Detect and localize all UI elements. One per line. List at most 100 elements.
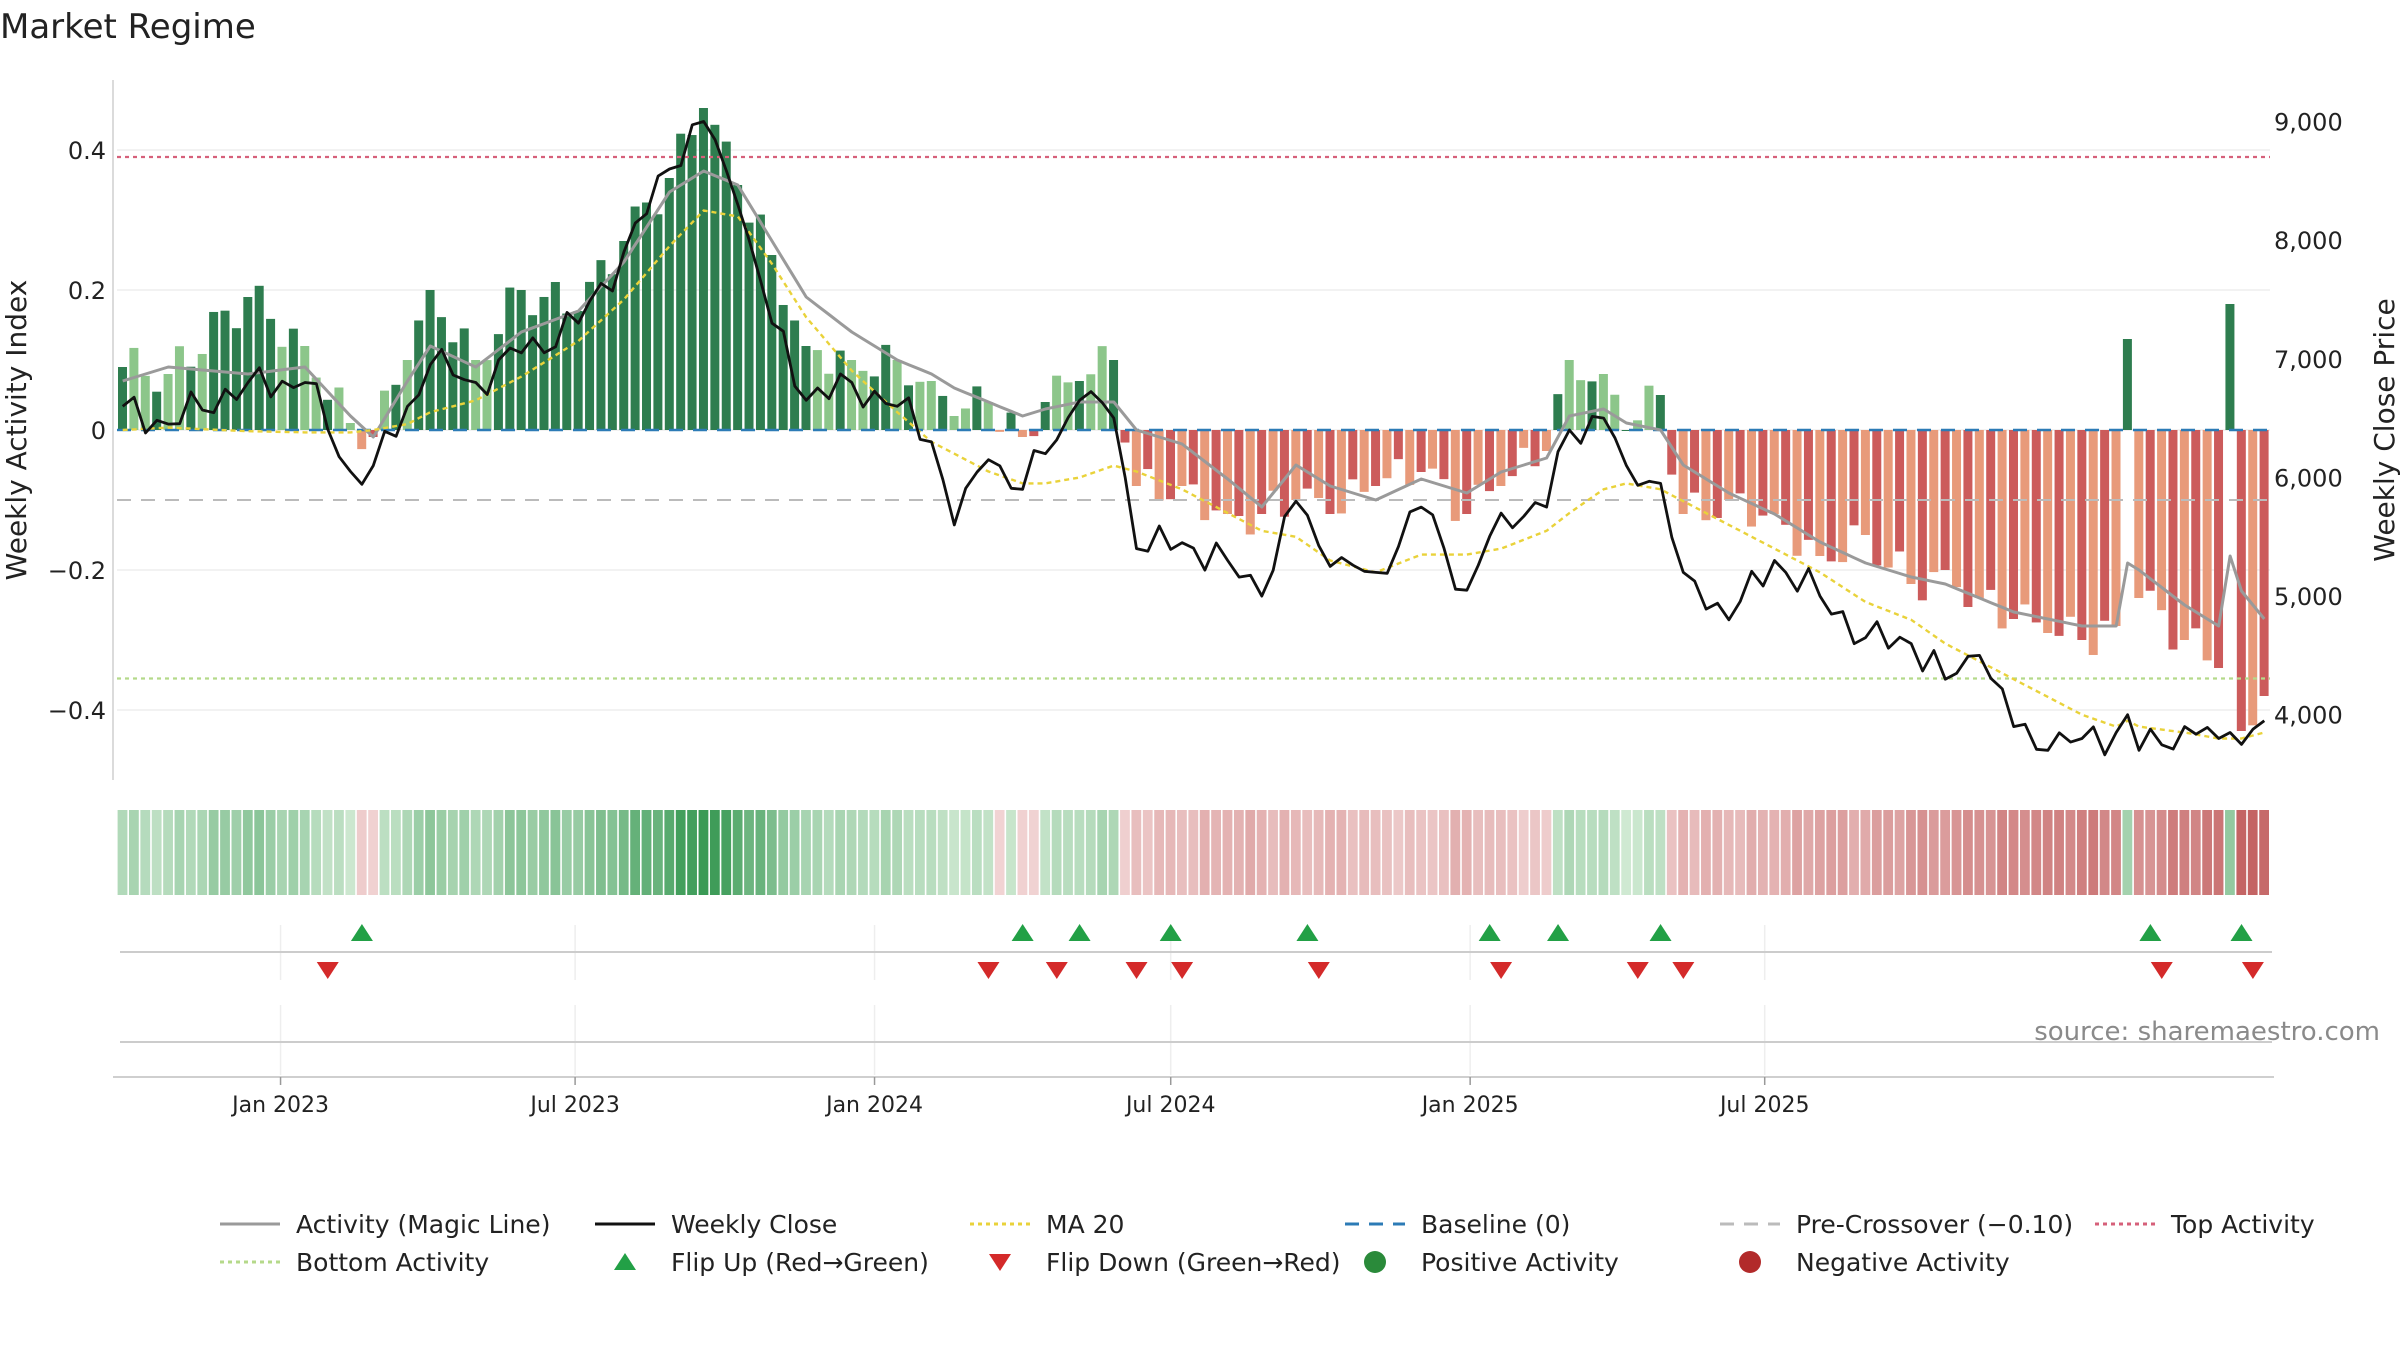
activity-bar-9	[220, 310, 230, 430]
regime-strip-cell-86	[1097, 810, 1108, 895]
regime-strip-cell-92	[1165, 810, 1176, 895]
activity-bar-98	[1234, 430, 1244, 517]
activity-bar-142	[1735, 430, 1745, 494]
activity-bar-64	[847, 360, 857, 430]
regime-strip-cell-135	[1655, 810, 1666, 895]
regime-strip-cell-85	[1085, 810, 1096, 895]
activity-bar-49	[676, 133, 686, 430]
flip-down-marker-6	[1490, 962, 1513, 979]
regime-strip-cell-79	[1017, 810, 1028, 895]
legend-label-ma: MA 20	[1046, 1210, 1124, 1239]
y2-tick-label-0: 9,000	[2274, 109, 2343, 137]
activity-bar-115	[1428, 430, 1438, 469]
regime-strip-cell-24	[390, 810, 401, 895]
activity-bar-167	[2020, 430, 2030, 605]
activity-bar-124	[1530, 430, 1540, 467]
activity-bar-186	[2236, 430, 2246, 731]
regime-strip-cell-188	[2259, 810, 2269, 895]
activity-bar-63	[835, 350, 845, 430]
regime-strip-cell-54	[732, 810, 743, 895]
activity-bar-171	[2065, 430, 2075, 617]
activity-bar-180	[2168, 430, 2178, 650]
activity-bar-116	[1439, 430, 1449, 480]
activity-bar-35	[516, 290, 526, 430]
regime-strip-cell-1	[128, 810, 139, 895]
activity-bar-83	[1063, 382, 1073, 430]
flip-down-marker-1	[977, 962, 1000, 979]
activity-bar-172	[2077, 430, 2087, 640]
regime-strip-cell-43	[607, 810, 618, 895]
regime-strip-cell-109	[1359, 810, 1370, 895]
activity-bar-39	[562, 313, 572, 430]
activity-bar-76	[983, 402, 993, 430]
regime-strip-cell-44	[618, 810, 629, 895]
source-note: source: sharemaestro.com	[2034, 1017, 2380, 1047]
regime-strip-cell-27	[425, 810, 435, 895]
regime-strip-cell-100	[1256, 810, 1267, 895]
regime-strip-cell-15	[288, 810, 299, 895]
regime-strip-cell-66	[869, 810, 880, 895]
activity-bar-184	[2214, 430, 2224, 668]
regime-strip-cell-126	[1552, 810, 1563, 895]
regime-strip-cell-186	[2236, 810, 2247, 895]
regime-strip-cell-158	[1917, 810, 1928, 895]
regime-strip-cell-116	[1439, 810, 1449, 895]
regime-strip-cell-143	[1746, 810, 1757, 895]
regime-strip-cell-156	[1894, 810, 1905, 895]
activity-bar-38	[550, 282, 560, 430]
regime-strip-cell-124	[1530, 810, 1540, 895]
date-gridlines	[279, 1005, 1766, 1075]
activity-bar-154	[1872, 430, 1882, 566]
regime-strip-cell-18	[322, 810, 333, 895]
date-panel: Jan 2023 Jul 2023 Jan 2024 Jul 2024 Jan 2025…	[113, 1005, 2380, 1118]
regime-strip-cell-185	[2225, 810, 2235, 895]
regime-strip-cell-120	[1484, 810, 1495, 895]
regime-strip-cell-111	[1382, 810, 1392, 895]
regime-strip-cell-107	[1336, 810, 1347, 895]
y-tick-label-1: 0.2	[68, 277, 106, 305]
regime-strip-cell-40	[573, 810, 584, 895]
activity-bar-47	[653, 214, 663, 430]
regime-strip-cell-142	[1735, 810, 1745, 895]
activity-bar-15	[288, 328, 298, 430]
flip-up-marker-7	[1649, 924, 1672, 941]
regime-strip-cell-58	[778, 810, 789, 895]
legend-item-posact: Positive Activity	[1364, 1248, 1619, 1277]
regime-strip-cell-146	[1780, 810, 1791, 895]
regime-strip-cell-35	[516, 810, 527, 895]
activity-bar-135	[1655, 395, 1665, 430]
flip-down-marker-5	[1307, 962, 1330, 979]
regime-strip-cell-57	[766, 810, 777, 895]
regime-strip-cell-115	[1427, 810, 1438, 895]
regime-strip-cell-117	[1450, 810, 1461, 895]
regime-strip-cell-167	[2019, 810, 2030, 895]
activity-bar-74	[960, 408, 970, 430]
reference-lines	[117, 155, 2270, 680]
x-tick-label-1: Jul 2023	[528, 1093, 620, 1118]
regime-strip-cell-98	[1233, 810, 1244, 895]
regime-strip-cell-25	[402, 810, 413, 895]
regime-strip-cell-174	[2099, 810, 2110, 895]
legend-label-activity: Activity (Magic Line)	[296, 1210, 550, 1239]
activity-bar-145	[1769, 430, 1779, 514]
regime-strip-cell-159	[1928, 810, 1939, 895]
legend-label-bottom: Bottom Activity	[296, 1248, 489, 1277]
regime-strip-cell-157	[1906, 810, 1916, 895]
regime-strip-cell-41	[584, 810, 595, 895]
regime-strip-cell-23	[379, 810, 390, 895]
activity-bar-28	[436, 317, 446, 430]
activity-bar-128	[1576, 380, 1586, 430]
activity-bar-21	[357, 430, 367, 450]
activity-bar-73	[949, 416, 959, 430]
regime-strip-cell-83	[1063, 810, 1073, 895]
activity-bar-89	[1131, 430, 1141, 486]
flip-up-marker-4	[1296, 924, 1319, 941]
activity-bar-155	[1883, 430, 1893, 568]
activity-bar-22	[368, 430, 378, 437]
regime-strip-cell-161	[1951, 810, 1962, 895]
legend-item-pre: Pre-Crossover (−0.10)	[1720, 1210, 2073, 1239]
regime-strip-cell-42	[596, 810, 606, 895]
activity-bar-62	[824, 373, 834, 430]
regime-strip-cell-179	[2156, 810, 2167, 895]
activity-bar-86	[1097, 346, 1107, 430]
